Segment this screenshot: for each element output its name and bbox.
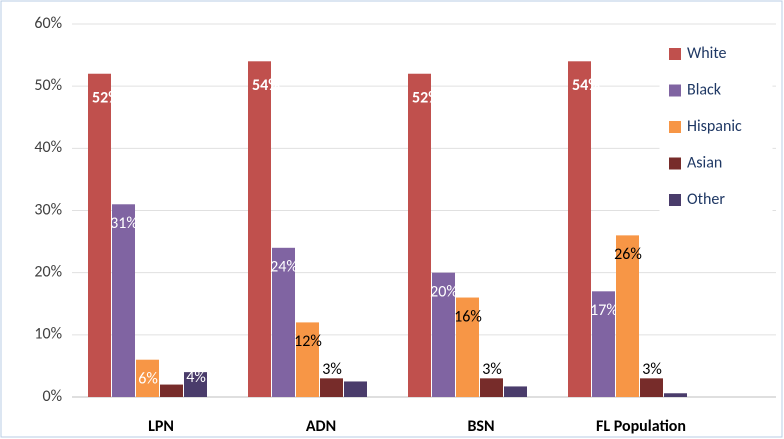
bar bbox=[592, 291, 615, 397]
data-label: 3% bbox=[642, 360, 662, 379]
legend-label: Black bbox=[687, 80, 722, 99]
data-label: 20% bbox=[430, 282, 458, 301]
bar bbox=[296, 322, 319, 397]
bar bbox=[568, 61, 591, 398]
legend-label: Hispanic bbox=[687, 117, 742, 136]
legend-label: Asian bbox=[687, 153, 722, 172]
bar bbox=[640, 378, 663, 397]
y-tick-label: 0% bbox=[42, 387, 62, 406]
bar bbox=[408, 73, 431, 397]
bar bbox=[480, 378, 503, 397]
legend-swatch bbox=[669, 84, 681, 97]
data-label: 52% bbox=[92, 89, 120, 108]
bar bbox=[432, 272, 455, 397]
legend-swatch bbox=[669, 157, 681, 170]
bar bbox=[88, 73, 111, 397]
data-label: 4% bbox=[186, 368, 206, 387]
y-tick-label: 10% bbox=[34, 325, 62, 344]
data-label: 3% bbox=[482, 360, 502, 379]
bar bbox=[504, 386, 527, 397]
y-tick-label: 50% bbox=[34, 76, 62, 95]
y-tick-label: 20% bbox=[34, 262, 62, 281]
x-tick-label: BSN bbox=[467, 417, 494, 436]
bar bbox=[248, 61, 271, 398]
bar bbox=[320, 378, 343, 397]
data-label: 31% bbox=[110, 214, 138, 233]
x-tick-label: ADN bbox=[306, 417, 336, 436]
legend-swatch bbox=[669, 48, 681, 60]
bar bbox=[160, 384, 183, 397]
bar bbox=[184, 372, 207, 397]
data-label: 12% bbox=[294, 332, 322, 351]
data-label: 52% bbox=[412, 89, 440, 108]
bar bbox=[112, 204, 135, 397]
data-label: 26% bbox=[614, 245, 642, 264]
data-label: 6% bbox=[138, 370, 158, 389]
bar bbox=[344, 381, 367, 397]
data-label: 16% bbox=[454, 307, 482, 326]
legend-label: Other bbox=[687, 190, 725, 209]
y-tick-label: 60% bbox=[34, 14, 62, 33]
bar bbox=[616, 235, 639, 397]
y-tick-label: 30% bbox=[34, 200, 62, 219]
data-label: 54% bbox=[252, 76, 280, 95]
x-tick-label: LPN bbox=[148, 417, 174, 436]
legend-label: White bbox=[687, 44, 727, 63]
data-label: 17% bbox=[590, 301, 618, 320]
data-label: 3% bbox=[322, 360, 342, 379]
bar bbox=[456, 297, 479, 397]
data-label: 24% bbox=[270, 258, 298, 277]
x-tick-label: FL Population bbox=[596, 417, 686, 436]
bar bbox=[272, 247, 295, 397]
legend-swatch bbox=[669, 121, 681, 133]
bar bbox=[136, 359, 159, 397]
y-tick-label: 40% bbox=[34, 138, 62, 157]
legend-swatch bbox=[669, 194, 681, 206]
bar bbox=[664, 393, 687, 397]
data-label: 54% bbox=[572, 76, 600, 95]
